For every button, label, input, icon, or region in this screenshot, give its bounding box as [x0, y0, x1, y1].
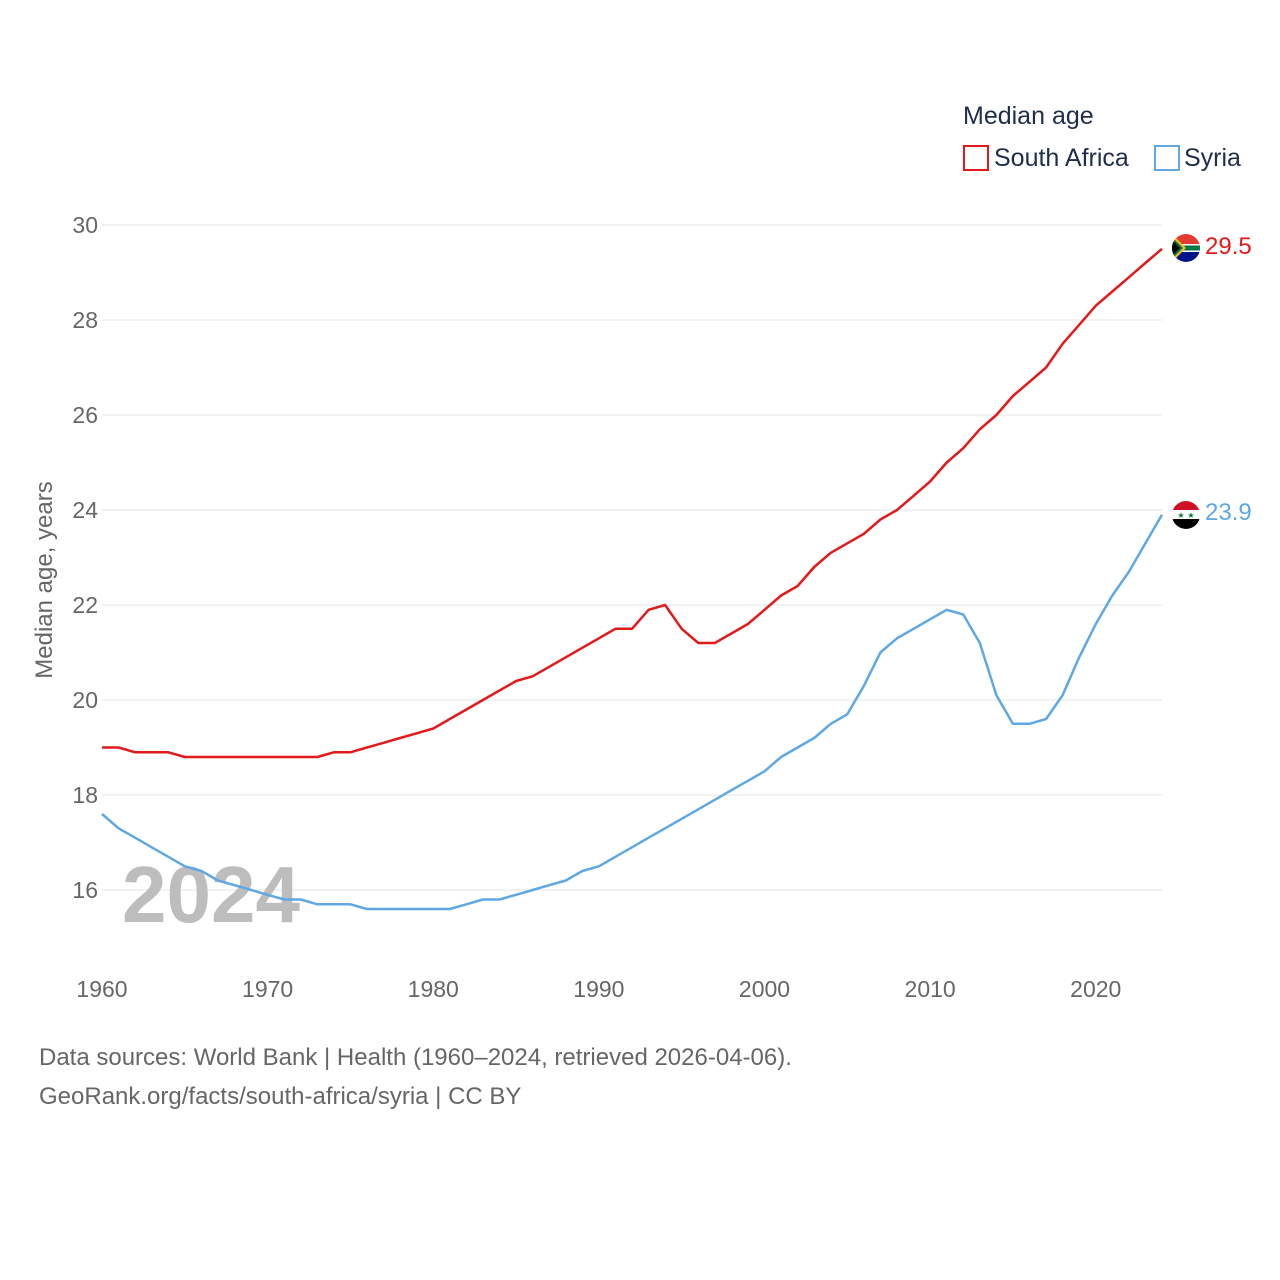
end-label-syria: 23.9	[1205, 499, 1252, 526]
x-tick-label: 1970	[242, 976, 293, 1002]
x-tick-label: 2010	[905, 976, 956, 1002]
y-axis-ticks: 16 18 20 22 24 26 28 30	[72, 212, 98, 903]
series-line-south-africa[interactable]	[102, 247, 1163, 759]
end-label-south-africa: 29.5	[1205, 233, 1252, 260]
series-lines	[101, 247, 1164, 911]
y-tick-label: 16	[72, 877, 98, 903]
legend-label-syria: Syria	[1184, 144, 1241, 172]
legend-label-south-africa: South Africa	[994, 144, 1129, 172]
y-tick-label: 28	[72, 307, 98, 333]
y-tick-label: 26	[72, 402, 98, 428]
south-africa-flag-icon	[1172, 234, 1200, 262]
legend-item-south-africa[interactable]: South Africa	[963, 144, 1129, 172]
legend-swatch-south-africa	[963, 145, 989, 171]
x-tick-label: 2000	[739, 976, 790, 1002]
svg-text:★: ★	[1187, 511, 1194, 520]
x-axis-ticks: 1960 1970 1980 1990 2000 2010 2020	[76, 976, 1121, 1002]
x-tick-label: 1990	[573, 976, 624, 1002]
syria-flag-icon: ★ ★	[1172, 501, 1200, 529]
year-watermark: 2024	[122, 850, 300, 939]
y-tick-label: 20	[72, 687, 98, 713]
svg-text:★: ★	[1177, 511, 1184, 520]
x-tick-label: 1980	[408, 976, 459, 1002]
median-age-chart: 16 18 20 22 24 26 28 30 1960 1970 1980 1990 2000 201…	[31, 102, 1252, 1002]
x-tick-label: 2020	[1070, 976, 1121, 1002]
y-tick-label: 22	[72, 592, 98, 618]
y-tick-label: 24	[72, 497, 98, 523]
x-tick-label: 1960	[76, 976, 127, 1002]
y-tick-label: 30	[72, 212, 98, 238]
legend-swatch-syria	[1154, 145, 1180, 171]
series-line-syria[interactable]	[101, 514, 1164, 911]
data-sources-note: Data sources: World Bank | Health (1960–…	[39, 1044, 792, 1071]
legend-item-syria[interactable]: Syria	[1154, 144, 1241, 172]
y-axis-label: Median age, years	[31, 481, 58, 678]
source-link[interactable]: GeoRank.org/facts/south-africa/syria | C…	[39, 1083, 522, 1110]
legend: Median age South Africa Syria	[963, 102, 1241, 172]
grid-lines	[102, 224, 1162, 891]
y-tick-label: 18	[72, 782, 98, 808]
legend-title: Median age	[963, 102, 1094, 130]
